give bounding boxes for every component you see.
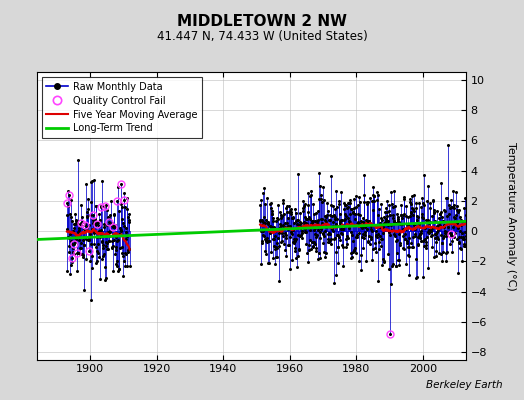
- Text: MIDDLETOWN 2 NW: MIDDLETOWN 2 NW: [177, 14, 347, 29]
- Legend: Raw Monthly Data, Quality Control Fail, Five Year Moving Average, Long-Term Tren: Raw Monthly Data, Quality Control Fail, …: [41, 77, 202, 138]
- Y-axis label: Temperature Anomaly (°C): Temperature Anomaly (°C): [507, 142, 517, 290]
- Text: 41.447 N, 74.433 W (United States): 41.447 N, 74.433 W (United States): [157, 30, 367, 43]
- Text: Berkeley Earth: Berkeley Earth: [427, 380, 503, 390]
